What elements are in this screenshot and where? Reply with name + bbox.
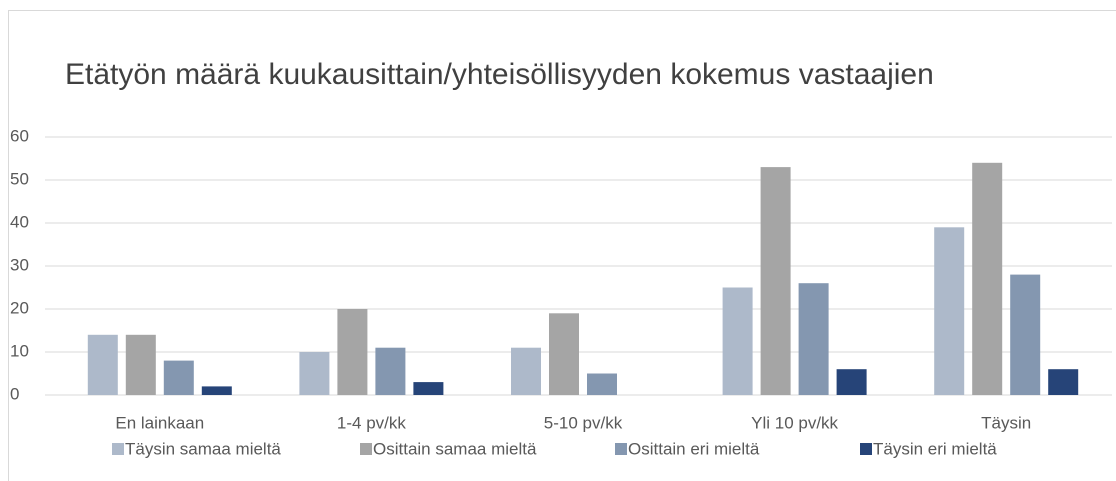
bar [760, 167, 791, 395]
bar [1010, 274, 1041, 395]
bar [836, 369, 867, 395]
legend-label: Täysin samaa mieltä [125, 439, 281, 458]
bar [972, 162, 1003, 395]
y-tick-label: 10 [10, 341, 29, 360]
legend-label: Osittain samaa mieltä [373, 439, 537, 458]
bar [163, 360, 194, 395]
x-tick-label: Yli 10 pv/kk [751, 413, 838, 432]
bar [87, 334, 118, 395]
bar [798, 283, 829, 395]
bar [413, 382, 444, 395]
legend-label: Täysin eri mieltä [873, 439, 997, 458]
x-tick-label: En lainkaan [115, 413, 204, 432]
bar [1048, 369, 1079, 395]
x-tick-label: Täysin [981, 413, 1031, 432]
bar [587, 373, 617, 395]
x-tick-label: 1-4 pv/kk [337, 413, 406, 432]
y-tick-label: 40 [10, 212, 29, 231]
legend-swatch [860, 443, 872, 455]
bar [934, 227, 965, 395]
bar [337, 309, 368, 395]
bar [511, 347, 541, 395]
chart-frame [8, 10, 1116, 481]
y-tick-label: 50 [10, 169, 29, 188]
bar [201, 386, 232, 395]
bar [299, 352, 330, 395]
legend-swatch [112, 443, 124, 455]
bar [375, 347, 406, 395]
y-tick-label: 30 [10, 255, 29, 274]
y-tick-label: 60 [10, 126, 29, 145]
y-tick-label: 20 [10, 298, 29, 317]
y-tick-label: 0 [10, 384, 19, 403]
legend-label: Osittain eri mieltä [628, 439, 760, 458]
bar [722, 287, 753, 395]
x-tick-label: 5-10 pv/kk [544, 413, 623, 432]
bar [549, 313, 579, 395]
legend-swatch [615, 443, 627, 455]
chart-title: Etätyön määrä kuukausittain/yhteisöllisy… [65, 58, 934, 91]
legend-swatch [360, 443, 372, 455]
bar [125, 334, 156, 395]
